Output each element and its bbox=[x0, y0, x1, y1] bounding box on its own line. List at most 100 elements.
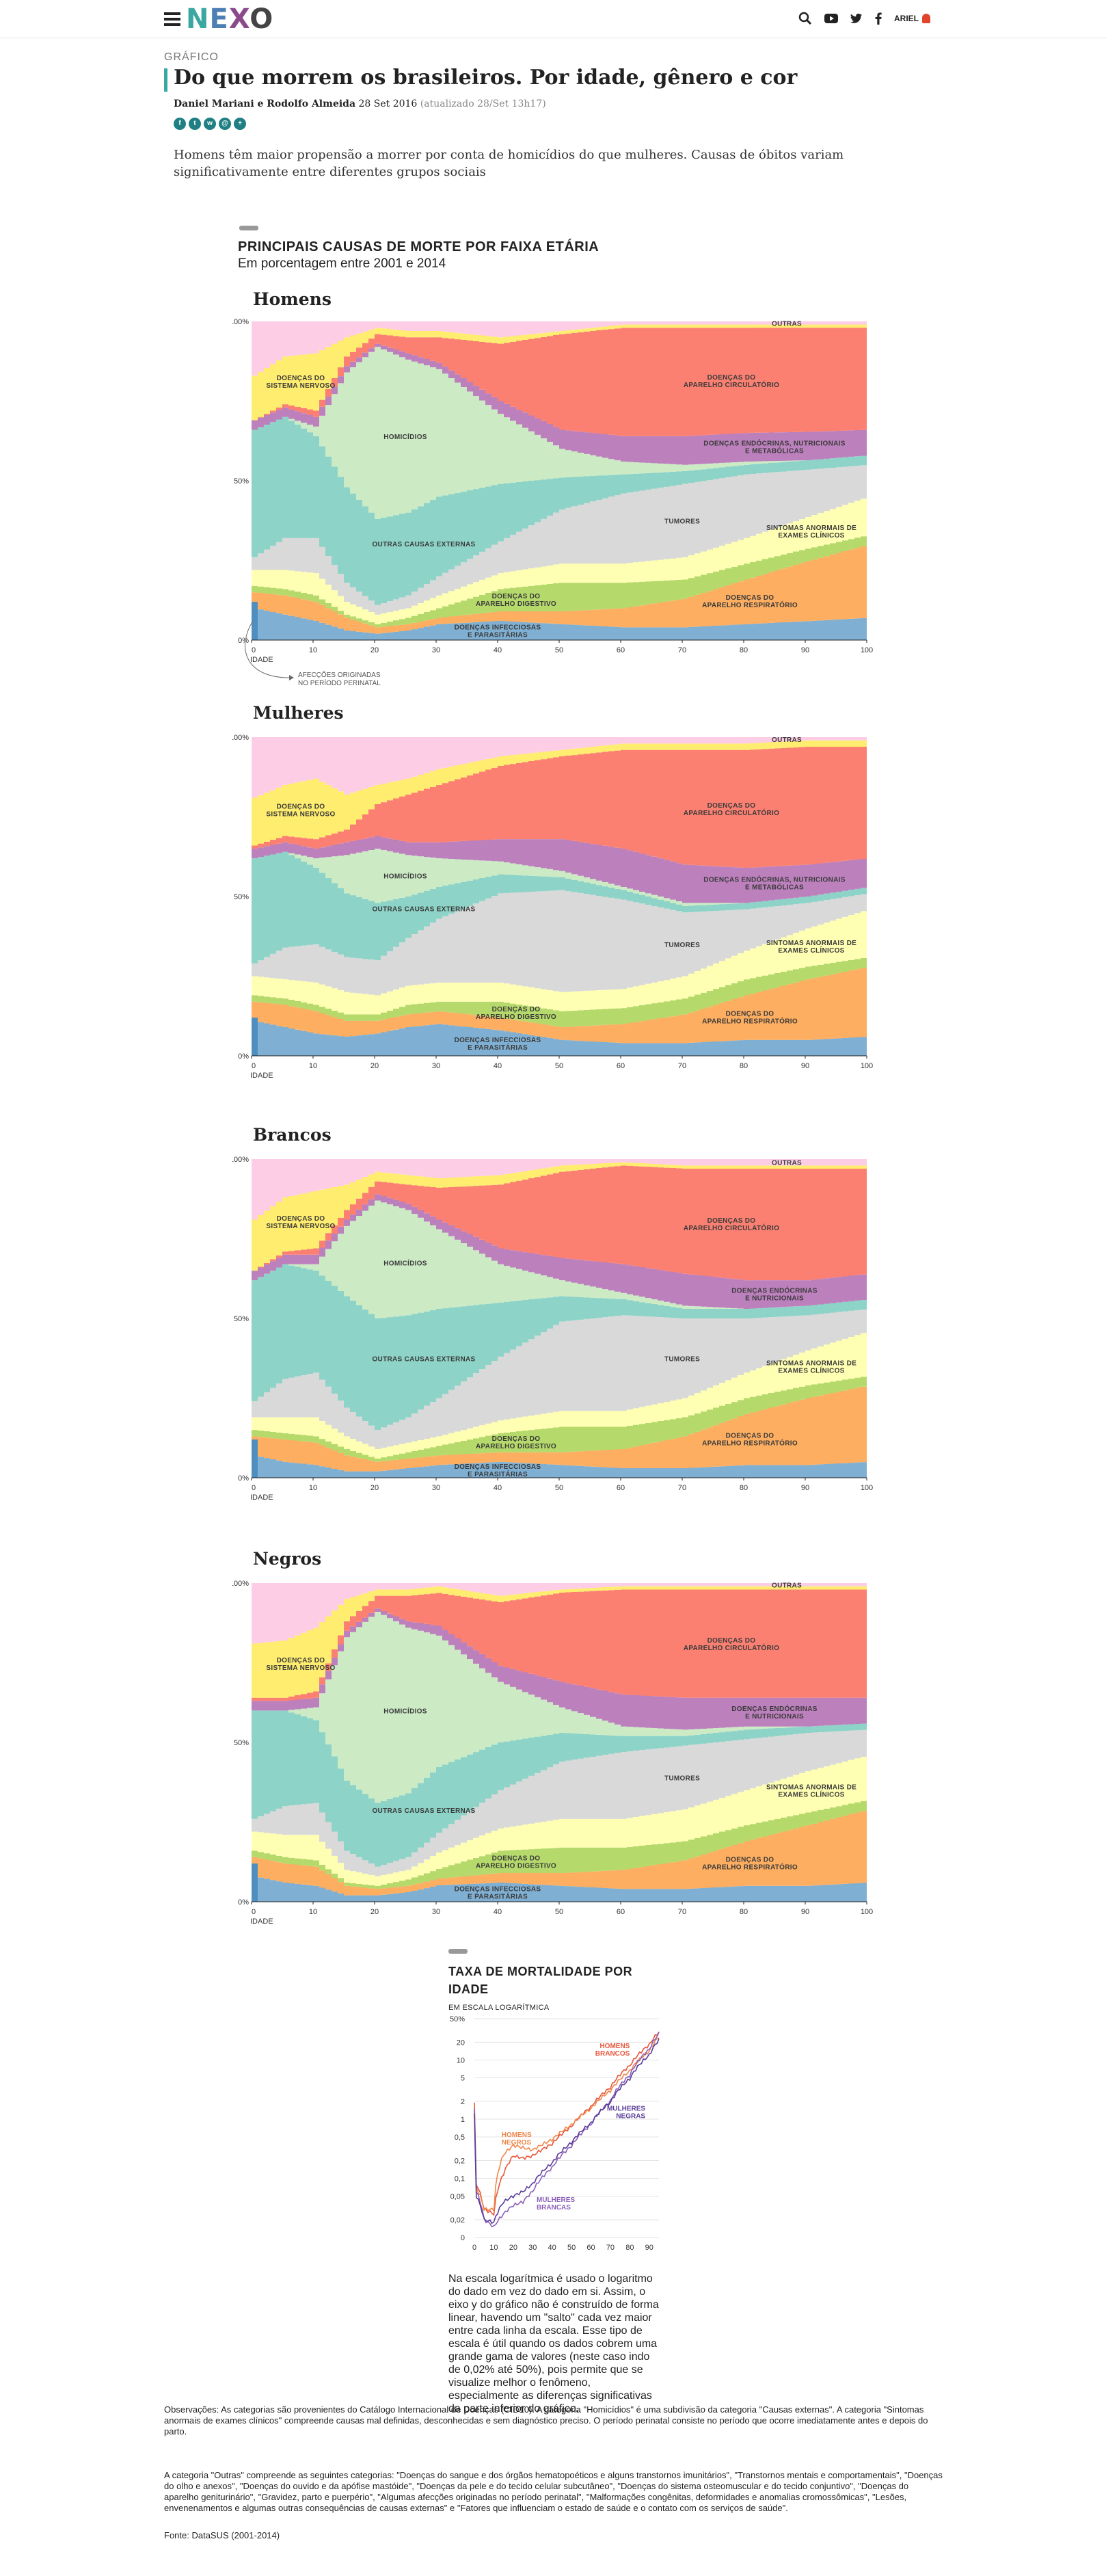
whatsapp-icon[interactable]: w bbox=[204, 118, 216, 130]
category-label-text: APARELHO DIGESTIVO bbox=[476, 600, 556, 608]
panel-title-mulheres: Mulheres bbox=[253, 703, 344, 723]
area-layer-respiratorio bbox=[252, 1385, 867, 1472]
category-label-text: SINTOMAS ANORMAIS DE bbox=[766, 525, 857, 532]
category-label-text: E NUTRICIONAIS bbox=[745, 1294, 804, 1302]
y-tick-label: 100% bbox=[232, 318, 249, 326]
x-tick-label: 40 bbox=[494, 646, 502, 654]
section-kicker: GRÁFICO bbox=[164, 51, 219, 63]
category-label-text: E PARASITÁRIAS bbox=[468, 1892, 528, 1901]
twitter-icon[interactable] bbox=[850, 13, 863, 24]
x-tick-label: 0 bbox=[252, 1062, 256, 1070]
user-name: ARIEL bbox=[894, 14, 919, 23]
search-icon[interactable] bbox=[798, 12, 812, 25]
category-label: HOMICÍDIOS bbox=[383, 432, 427, 441]
category-label-text: OUTRAS CAUSAS EXTERNAS bbox=[372, 541, 475, 548]
facebook-icon[interactable]: f bbox=[174, 118, 186, 130]
panel-title-negros: Negros bbox=[253, 1549, 322, 1569]
area-layer-infecciosas bbox=[252, 1876, 867, 1902]
authors[interactable]: Daniel Mariani e Rodolfo Almeida bbox=[174, 98, 356, 109]
panel-title-brancos: Brancos bbox=[253, 1125, 332, 1145]
y-tick-label: 50% bbox=[234, 1315, 249, 1323]
series-label-text: BRANCOS bbox=[595, 2050, 630, 2058]
area-layer-outras bbox=[252, 1583, 867, 1644]
x-tick-label: 40 bbox=[494, 1484, 502, 1492]
article-lede: Homens têm maior propensão a morrer por … bbox=[174, 148, 844, 179]
perinatal-note-line: AFECÇÕES ORIGINADAS bbox=[298, 670, 381, 679]
facebook-icon[interactable] bbox=[875, 12, 882, 25]
area-layer-outras bbox=[252, 321, 867, 376]
top-bar: NEXO ARIEL bbox=[0, 0, 1106, 38]
category-label: OUTRAS CAUSAS EXTERNAS bbox=[372, 1356, 475, 1364]
x-tick-label: 60 bbox=[586, 2244, 595, 2252]
x-tick-label: 30 bbox=[432, 646, 440, 654]
x-tick-label: 40 bbox=[494, 1908, 502, 1916]
category-label: HOMICÍDIOS bbox=[383, 1258, 427, 1267]
category-label-text: DOENÇAS DO bbox=[726, 594, 774, 602]
page-title: Do que morrem os brasileiros. Por idade,… bbox=[174, 66, 798, 90]
category-label-text: APARELHO DIGESTIVO bbox=[476, 1013, 556, 1021]
site-logo[interactable]: NEXO bbox=[186, 3, 274, 35]
category-label-text: DOENÇAS INFECCIOSAS bbox=[455, 1886, 541, 1894]
category-label: OUTRAS CAUSAS EXTERNAS bbox=[372, 541, 475, 548]
x-tick-label: 20 bbox=[370, 1484, 379, 1492]
category-label: TUMORES bbox=[664, 1775, 700, 1782]
area-chart-mulheres: 100% 50% 0%0 10 20 30 40 50 60 70 80 90 100 IDADE OUTR… bbox=[232, 734, 873, 1080]
category-label-text: APARELHO RESPIRATÓRIO bbox=[702, 600, 798, 609]
y-tick-label: 10 bbox=[457, 2056, 465, 2064]
x-tick-label: 90 bbox=[645, 2244, 653, 2252]
category-label-text: OUTRAS bbox=[772, 1582, 802, 1589]
x-tick-label: 100 bbox=[861, 1484, 873, 1492]
mortality-series-line bbox=[474, 2037, 660, 2213]
x-tick-label: 80 bbox=[740, 1062, 748, 1070]
x-tick-label: 10 bbox=[309, 1908, 317, 1916]
x-tick-label: 50 bbox=[555, 1908, 563, 1916]
category-label: HOMICÍDIOS bbox=[383, 872, 427, 881]
area-chart-negros: 100% 50% 0%0 10 20 30 40 50 60 70 80 90 100 IDADE OUTR… bbox=[232, 1580, 873, 1926]
y-tick-label: 0% bbox=[238, 1052, 249, 1061]
area-layer-perinatal bbox=[252, 602, 258, 640]
x-tick-label: 0 bbox=[252, 1908, 256, 1916]
category-label-text: HOMICÍDIOS bbox=[383, 432, 427, 441]
area-layer-sintomas bbox=[252, 909, 867, 1015]
youtube-icon[interactable] bbox=[824, 13, 838, 24]
plus-icon[interactable]: + bbox=[234, 118, 246, 130]
category-label: OUTRAS bbox=[772, 1160, 802, 1167]
category-label-text: DOENÇAS DO bbox=[277, 803, 325, 810]
x-tick-label: 20 bbox=[370, 1908, 379, 1916]
category-label-text: SISTEMA NERVOSO bbox=[266, 1664, 335, 1672]
category-label-text: E PARASITÁRIAS bbox=[468, 1470, 528, 1478]
y-tick-label: 0,5 bbox=[455, 2134, 465, 2142]
chart-tab-marker bbox=[239, 226, 258, 230]
menu-icon[interactable] bbox=[164, 12, 180, 26]
area-layer-sintomas bbox=[252, 496, 867, 624]
area-layer-nervoso bbox=[252, 1586, 867, 1698]
twitter-icon[interactable]: t bbox=[189, 118, 201, 130]
category-label-text: SINTOMAS ANORMAIS DE bbox=[766, 1360, 857, 1368]
mortality-series-line bbox=[474, 2032, 660, 2228]
x-tick-label: 90 bbox=[801, 646, 809, 654]
category-label: OUTRAS CAUSAS EXTERNAS bbox=[372, 906, 475, 914]
area-chart-brancos: 100% 50% 0%0 10 20 30 40 50 60 70 80 90 100 IDADE OUTR… bbox=[232, 1156, 873, 1502]
area-layer-externas bbox=[252, 1710, 867, 1867]
category-label-text: EXAMES CLÍNICOS bbox=[778, 1366, 844, 1375]
email-icon[interactable]: @ bbox=[219, 118, 231, 130]
category-label-text: E METABÓLICAS bbox=[745, 883, 804, 892]
y-tick-label: 100% bbox=[232, 1580, 249, 1588]
area-layer-nervoso bbox=[252, 740, 867, 846]
area-layer-sintomas bbox=[252, 1331, 867, 1459]
y-tick-label: 0% bbox=[238, 637, 249, 645]
user-menu[interactable]: ARIEL bbox=[894, 14, 930, 23]
area-layer-infecciosas bbox=[252, 1020, 867, 1056]
footnote-observations: Observações: As categorias são provenien… bbox=[164, 2404, 928, 2436]
